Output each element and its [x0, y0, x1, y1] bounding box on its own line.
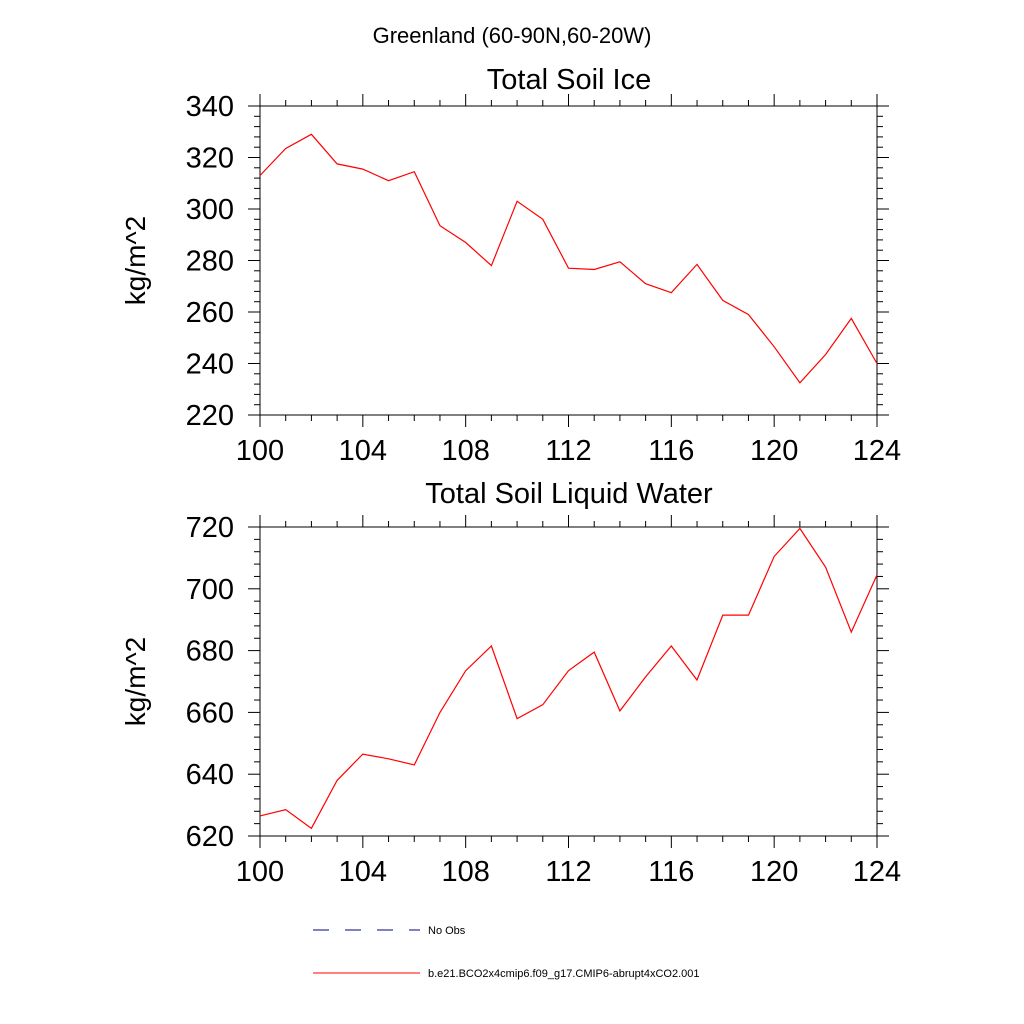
figure-suptitle: Greenland (60-90N,60-20W) — [373, 23, 652, 48]
series-line — [259, 133, 878, 384]
y-axis-label: kg/m^2 — [120, 637, 151, 726]
panel-total-soil-ice: Total Soil Ice kg/m^2 100 104 108 112 116 120… — [120, 64, 901, 467]
y-tick-label: 260 — [186, 297, 234, 329]
tick-layer: 100 104 108 112 116 120 124 220 240 260 280 300 320 3… — [186, 91, 902, 467]
y-tick-label: 640 — [186, 759, 234, 791]
tick-layer: 100 104 108 112 116 120 124 620 640 660 680 700 720 — [186, 512, 902, 888]
legend-label-model: b.e21.BCO2x4cmip6.f09_g17.CMIP6-abrupt4x… — [428, 968, 700, 980]
x-tick-label: 120 — [750, 435, 798, 467]
y-tick-label: 220 — [186, 400, 234, 432]
x-tick-label: 108 — [441, 856, 489, 888]
panel-title: Total Soil Ice — [487, 64, 651, 96]
y-tick-label: 320 — [186, 143, 234, 175]
y-tick-label: 620 — [186, 821, 234, 853]
x-tick-label: 112 — [545, 435, 591, 467]
x-tick-label: 108 — [441, 435, 489, 467]
panel-title: Total Soil Liquid Water — [425, 478, 713, 510]
x-tick-label: 104 — [339, 435, 387, 467]
y-tick-label: 300 — [186, 194, 234, 226]
x-tick-label: 120 — [750, 856, 798, 888]
panel-total-soil-liquid-water: Total Soil Liquid Water kg/m^2 100 104 108… — [120, 478, 901, 888]
y-tick-label: 680 — [186, 636, 234, 668]
y-tick-label: 240 — [186, 349, 234, 381]
y-tick-label: 280 — [186, 246, 234, 278]
x-tick-label: 100 — [236, 435, 284, 467]
plot-frame — [259, 526, 878, 837]
y-tick-label: 700 — [186, 574, 234, 606]
y-tick-label: 660 — [186, 697, 234, 729]
y-tick-label: 340 — [186, 91, 234, 123]
x-tick-label: 104 — [339, 856, 387, 888]
x-tick-label: 116 — [648, 435, 694, 467]
series-line — [259, 527, 878, 830]
legend: No Obs b.e21.BCO2x4cmip6.f09_g17.CMIP6-a… — [313, 925, 700, 980]
x-tick-label: 100 — [236, 856, 284, 888]
x-tick-label: 116 — [648, 856, 694, 888]
x-tick-label: 124 — [853, 435, 901, 467]
series-layer — [259, 527, 878, 830]
series-layer — [259, 133, 878, 384]
legend-label-no-obs: No Obs — [428, 925, 466, 937]
x-tick-label: 112 — [545, 856, 591, 888]
y-tick-label: 720 — [186, 512, 234, 544]
y-axis-label: kg/m^2 — [120, 216, 151, 305]
plot-frame — [259, 105, 878, 416]
x-tick-label: 124 — [853, 856, 901, 888]
